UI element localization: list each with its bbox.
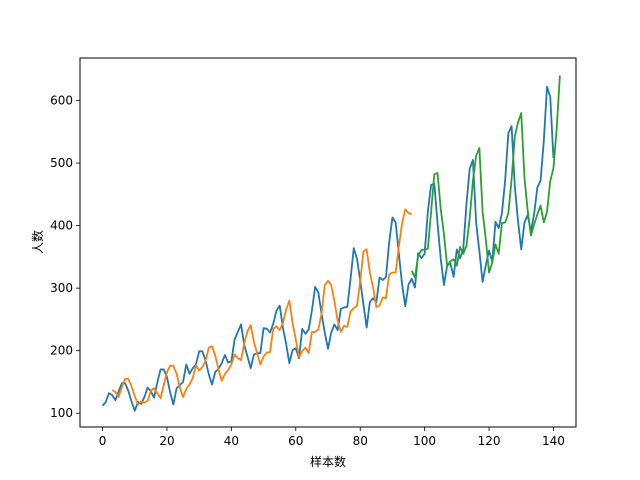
plot-frame [79, 57, 577, 428]
x-tick-label: 140 [542, 434, 565, 448]
y-axis: 100 200 300 400 500 600 [50, 94, 80, 420]
series-line-3 [410, 75, 561, 279]
x-tick-label: 120 [478, 434, 501, 448]
series-layer [101, 75, 561, 412]
x-tick-label: 20 [159, 434, 174, 448]
y-axis-label: 人数 [30, 230, 45, 254]
series-line-2 [111, 208, 413, 406]
x-tick-label: 0 [99, 434, 107, 448]
series-line-1 [101, 85, 555, 412]
y-tick-label: 100 [50, 406, 73, 420]
y-tick-label: 300 [50, 281, 73, 295]
x-tick-label: 100 [413, 434, 436, 448]
y-tick-label: 400 [50, 219, 73, 233]
y-tick-label: 200 [50, 344, 73, 358]
x-tick-label: 60 [288, 434, 303, 448]
x-axis-label: 样本数 [310, 454, 346, 469]
x-axis: 0 20 40 60 80 100 120 140 [99, 427, 565, 448]
x-tick-label: 80 [353, 434, 368, 448]
y-tick-label: 600 [50, 94, 73, 108]
x-tick-label: 40 [224, 434, 239, 448]
y-tick-label: 500 [50, 156, 73, 170]
